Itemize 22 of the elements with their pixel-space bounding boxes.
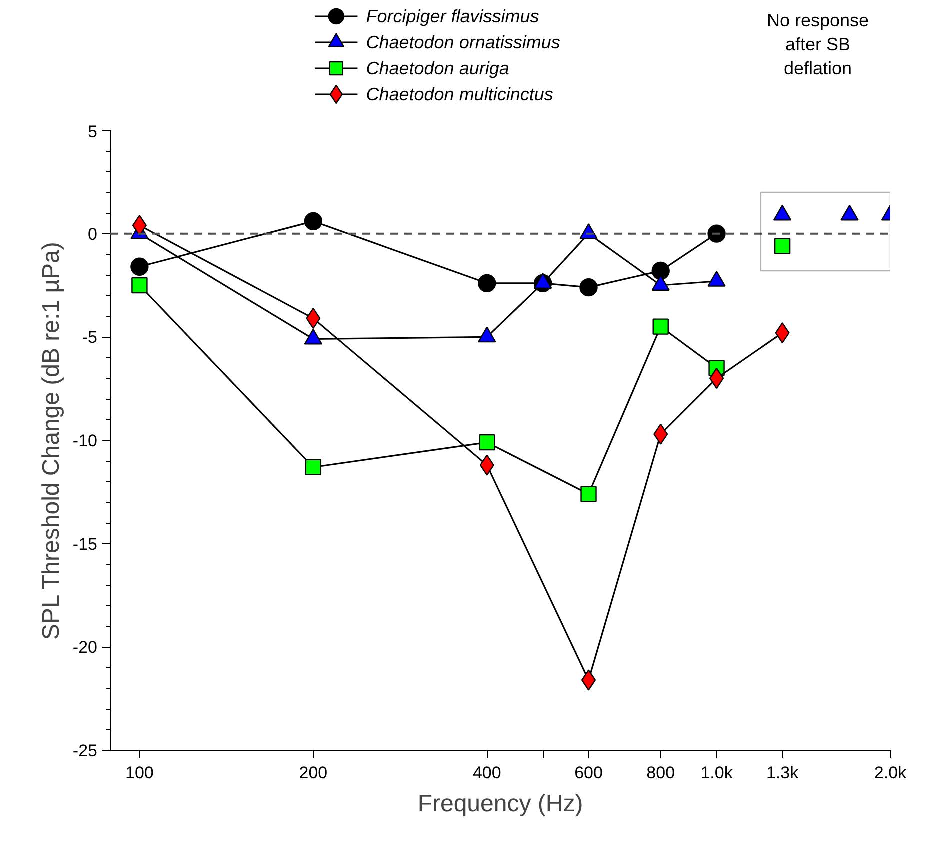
y-tick-label: -10: [72, 432, 98, 450]
y-tick-label: -5: [82, 328, 98, 348]
y-tick-label: -15: [72, 534, 98, 554]
y-tick-label: -20: [72, 638, 98, 658]
y-axis-title: SPL Threshold Change (dB re:1 µPa): [38, 242, 65, 640]
x-tick-label: 200: [299, 764, 328, 782]
x-axis-title: Frequency (Hz): [418, 790, 584, 818]
x-tick-label: 100: [126, 764, 154, 782]
x-tick-label: 1.3k: [766, 764, 800, 782]
x-tick-label: 400: [472, 764, 502, 782]
y-tick-label: 5: [88, 122, 98, 142]
legend-label: Chaetodon ornatissimus: [366, 32, 560, 52]
legend-label: Forcipiger flavissimus: [366, 6, 540, 26]
x-tick-label: 1.0k: [700, 764, 734, 782]
y-tick-label: -25: [72, 742, 98, 760]
x-tick-label: 600: [574, 764, 603, 782]
y-tick-label: 0: [88, 224, 98, 244]
text: No response after SB deflation: [767, 10, 870, 78]
legend-label: Chaetodon auriga: [366, 58, 510, 78]
x-tick-label: 800: [646, 764, 676, 782]
x-tick-label: 2.0k: [874, 764, 908, 782]
legend-label: Chaetodon multicinctus: [366, 84, 554, 104]
